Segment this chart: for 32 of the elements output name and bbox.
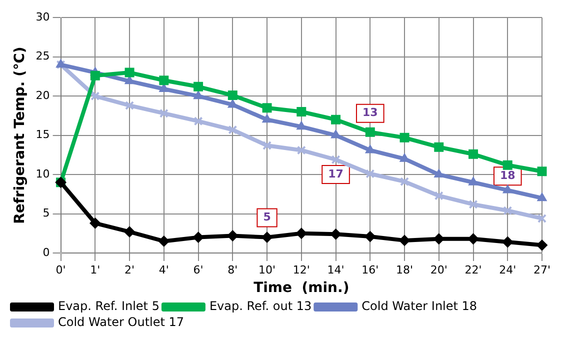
legend-label: Cold Water Inlet 18	[362, 299, 478, 314]
x-tick-label: 6'	[193, 263, 204, 276]
y-axis-title: Refrigerant Temp. (℃)	[12, 46, 28, 224]
x-tick-label: 16'	[362, 263, 379, 276]
legend-label: Evap. Ref. Inlet 5	[58, 299, 160, 314]
legend-label: Evap. Ref. out 13	[209, 299, 312, 314]
x-tick-label: 1'	[90, 263, 100, 276]
x-axis-title: Time (min.)	[254, 280, 350, 296]
x-tick-label: 10'	[258, 263, 276, 276]
y-tick-label: 10	[36, 167, 50, 180]
annotation: 5	[263, 210, 271, 224]
x-tick-label: 4'	[158, 263, 169, 276]
x-tick-label: 2'	[124, 263, 135, 276]
annotation: 18	[500, 168, 516, 182]
x-tick-label: 22'	[464, 263, 482, 276]
y-tick-label: 20	[36, 88, 50, 102]
legend-label: Cold Water Outlet 17	[58, 315, 184, 330]
y-tick-label: 25	[36, 50, 50, 63]
x-tick-label: 24'	[499, 263, 516, 276]
x-tick-label: 12'	[292, 263, 310, 276]
x-tick-label: 20'	[430, 263, 448, 276]
annotation: 17	[328, 167, 344, 180]
x-tick-label: 27'	[533, 263, 551, 276]
x-tick-label: 8'	[228, 263, 238, 276]
y-tick-label: 5	[42, 206, 50, 220]
y-tick-label: 30	[36, 10, 50, 24]
annotation: 13	[362, 106, 378, 120]
x-tick-label: 14'	[327, 263, 344, 276]
x-tick-label: 18'	[396, 263, 414, 276]
x-tick-label: 0'	[56, 263, 66, 276]
y-tick-label: 15	[36, 128, 50, 142]
y-tick-label: 0	[42, 246, 50, 259]
